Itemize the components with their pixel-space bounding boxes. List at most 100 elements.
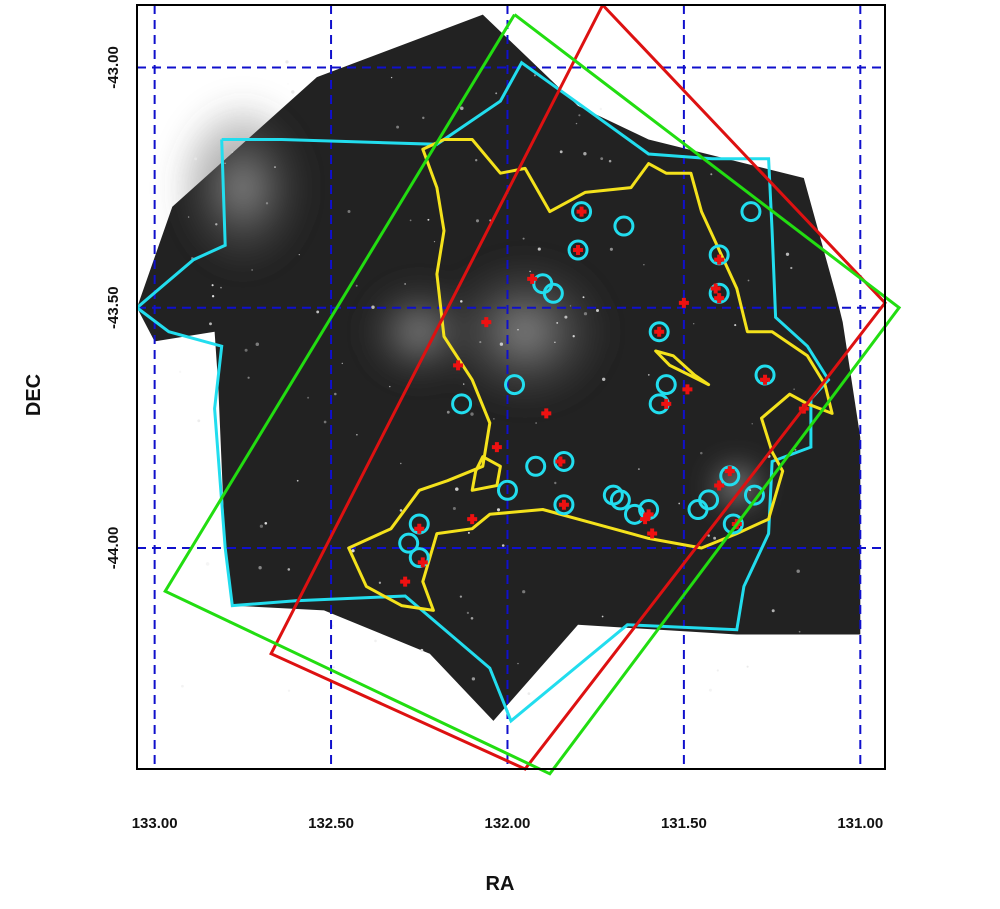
star-dot xyxy=(643,264,645,266)
star-dot xyxy=(228,623,231,625)
star-dot xyxy=(224,162,226,165)
star-dot xyxy=(609,247,613,251)
star-dot xyxy=(247,376,250,379)
circle-marker xyxy=(496,479,518,501)
star-dot xyxy=(231,151,234,153)
star-dot xyxy=(420,648,424,652)
star-dot xyxy=(209,322,212,326)
star-dot xyxy=(194,157,198,161)
nebula-glow xyxy=(172,97,767,514)
cross-marker xyxy=(555,456,566,467)
cross-marker xyxy=(714,480,725,491)
star-dot xyxy=(187,216,190,218)
circle-marker xyxy=(609,489,631,511)
circle-marker xyxy=(553,450,575,472)
star-dot xyxy=(559,150,563,154)
cross-marker xyxy=(760,374,771,385)
star-dot xyxy=(554,341,556,344)
star-dot xyxy=(598,64,600,66)
star-dot xyxy=(647,374,650,376)
star-dot xyxy=(298,253,300,256)
star-dot xyxy=(522,237,525,240)
star-dot xyxy=(785,252,790,256)
circle-marker xyxy=(722,513,744,535)
star-dot xyxy=(255,342,260,347)
star-dot xyxy=(351,549,355,553)
star-dot xyxy=(522,590,526,594)
star-dot xyxy=(460,300,463,303)
star-dot xyxy=(798,630,801,633)
star-dot xyxy=(710,173,713,176)
circle-marker xyxy=(571,201,593,223)
star-dot xyxy=(374,639,377,643)
circle-marker xyxy=(613,215,635,237)
circle-marker xyxy=(567,239,589,261)
star-dot xyxy=(495,92,498,95)
coordinate-grid xyxy=(137,5,885,769)
star-dot xyxy=(790,266,793,270)
cross-marker xyxy=(647,528,658,539)
cross-marker xyxy=(481,317,492,328)
circle-marker xyxy=(698,489,720,511)
star-dot xyxy=(496,508,501,512)
star-dot xyxy=(556,321,559,324)
star-dot xyxy=(608,159,612,163)
star-dot xyxy=(713,536,717,540)
circle-marker xyxy=(553,494,575,516)
cross-marker xyxy=(417,557,428,568)
star-dot xyxy=(355,284,358,287)
star-dot xyxy=(285,60,289,64)
star-dot xyxy=(446,410,450,414)
cross-marker xyxy=(467,514,478,525)
x-tick-label: 131.50 xyxy=(661,815,707,832)
x-tick-labels: 133.00 132.50 132.00 131.50 131.00 xyxy=(132,815,884,832)
star-dot xyxy=(389,385,391,388)
star-dot xyxy=(460,106,464,111)
star-dot xyxy=(287,689,291,692)
star-dot xyxy=(356,433,358,436)
star-dot xyxy=(258,566,262,570)
green-footprint xyxy=(163,13,902,776)
cross-marker xyxy=(714,293,725,304)
star-dot xyxy=(533,74,536,77)
star-dot xyxy=(554,481,557,485)
star-dot xyxy=(334,392,337,396)
star-dot xyxy=(211,284,214,287)
circle-marker xyxy=(504,374,526,396)
star-dot xyxy=(734,324,737,327)
star-dot xyxy=(537,247,541,251)
circle-marker xyxy=(398,532,420,554)
star-dot xyxy=(409,219,412,222)
star-dot xyxy=(575,122,578,125)
star-dot xyxy=(794,448,797,451)
x-tick-label: 132.00 xyxy=(485,815,531,832)
cross-marker xyxy=(724,466,735,477)
star-dot xyxy=(564,315,568,319)
star-dot xyxy=(390,76,393,79)
star-dot xyxy=(475,159,478,162)
star-dot xyxy=(404,283,406,285)
cross-marker xyxy=(640,514,651,525)
cross-marker xyxy=(453,360,464,371)
star-dot xyxy=(287,83,289,85)
star-dot xyxy=(333,666,335,669)
circle-marker xyxy=(525,455,547,477)
star-dot xyxy=(716,669,719,672)
star-dot xyxy=(517,329,519,331)
star-dot xyxy=(471,677,476,681)
y-axis-title: DEC xyxy=(23,374,45,416)
star-dot xyxy=(771,609,775,613)
cross-marker xyxy=(558,499,569,510)
cross-marker xyxy=(491,442,502,453)
cross-marker xyxy=(682,384,693,395)
star-dot xyxy=(466,611,470,615)
star-dot xyxy=(749,489,752,492)
sky-image xyxy=(137,14,861,721)
star-dot xyxy=(316,310,320,314)
star-dot xyxy=(599,107,602,111)
star-dot xyxy=(347,210,351,213)
circle-marker xyxy=(451,393,473,415)
y-tick-label: -43.50 xyxy=(105,286,122,329)
circle-marker xyxy=(743,484,765,506)
